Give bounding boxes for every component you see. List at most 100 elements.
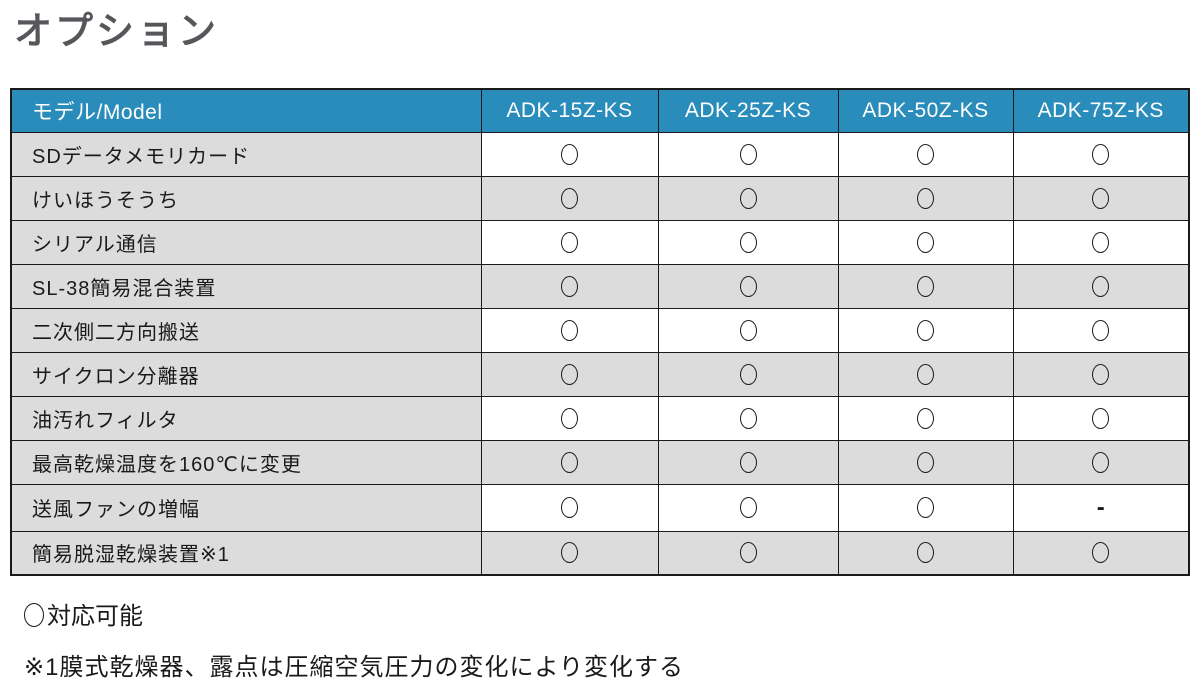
supported-circle-icon (1092, 275, 1110, 297)
option-available-cell (837, 351, 1014, 397)
option-available-cell (1012, 439, 1190, 485)
option-available-cell (480, 530, 659, 576)
supported-circle-icon (1092, 542, 1110, 564)
header-model: モデル/Model (10, 88, 482, 133)
supported-circle-icon (917, 542, 934, 564)
option-label: 最高乾燥温度を160℃に変更 (10, 439, 482, 485)
supported-circle-icon (739, 275, 757, 297)
legend-text: 対応可能 (47, 603, 143, 630)
footnotes: 対応可能 ※1膜式乾燥器、露点は圧縮空気圧力の変化により変化する (24, 596, 684, 681)
option-unavailable-cell: - (1012, 483, 1190, 532)
supported-circle-icon (917, 451, 934, 473)
table-row: サイクロン分離器 (10, 351, 1190, 397)
option-label: サイクロン分離器 (10, 351, 482, 397)
supported-circle-icon (917, 143, 934, 165)
table-header: モデル/Model ADK-15Z-KS ADK-25Z-KS ADK-50Z-… (10, 88, 1190, 133)
supported-circle-icon (561, 143, 578, 165)
option-available-cell (657, 351, 839, 397)
supported-circle-icon (917, 187, 934, 209)
supported-circle-icon (917, 407, 934, 429)
supported-circle-icon (561, 542, 578, 564)
header-adk-25z-ks: ADK-25Z-KS (657, 88, 839, 133)
option-available-cell (657, 263, 839, 309)
option-available-cell (480, 263, 659, 309)
table-row: 二次側二方向搬送 (10, 307, 1190, 353)
option-available-cell (480, 483, 659, 532)
option-available-cell (480, 439, 659, 485)
option-available-cell (837, 131, 1014, 177)
option-available-cell (837, 263, 1014, 309)
dash-icon: - (1096, 493, 1105, 521)
supported-circle-icon (1092, 143, 1110, 165)
option-available-cell (837, 530, 1014, 576)
supported-circle-icon (1092, 187, 1110, 209)
table-row: SL-38簡易混合装置 (10, 263, 1190, 309)
table-row: 油汚れフィルタ (10, 395, 1190, 441)
supported-circle-icon (561, 363, 578, 385)
circle-icon (24, 603, 44, 627)
footnote-note: ※1膜式乾燥器、露点は圧縮空気圧力の変化により変化する (24, 654, 684, 681)
table-header-row: モデル/Model ADK-15Z-KS ADK-25Z-KS ADK-50Z-… (10, 88, 1190, 133)
options-table: モデル/Model ADK-15Z-KS ADK-25Z-KS ADK-50Z-… (10, 88, 1190, 576)
supported-circle-icon (739, 407, 757, 429)
supported-circle-icon (1092, 319, 1110, 341)
option-label: SL-38簡易混合装置 (10, 263, 482, 309)
supported-circle-icon (561, 319, 578, 341)
table-row: けいほうそうち (10, 175, 1190, 221)
supported-circle-icon (739, 451, 757, 473)
table-row: 送風ファンの増幅 - (10, 483, 1190, 532)
supported-circle-icon (917, 275, 934, 297)
option-label: シリアル通信 (10, 219, 482, 265)
option-available-cell (480, 219, 659, 265)
supported-circle-icon (1092, 407, 1110, 429)
option-available-cell (657, 530, 839, 576)
option-available-cell (1012, 263, 1190, 309)
option-available-cell (1012, 351, 1190, 397)
supported-circle-icon (917, 363, 934, 385)
option-available-cell (1012, 175, 1190, 221)
option-available-cell (1012, 530, 1190, 576)
option-available-cell (657, 439, 839, 485)
option-available-cell (480, 307, 659, 353)
option-available-cell (657, 395, 839, 441)
supported-circle-icon (739, 497, 757, 518)
option-available-cell (837, 219, 1014, 265)
header-adk-75z-ks: ADK-75Z-KS (1012, 88, 1190, 133)
option-label: けいほうそうち (10, 175, 482, 221)
table-row: 簡易脱湿乾燥装置※1 (10, 530, 1190, 576)
table-body: SDデータメモリカード けいほうそうち シリアル通信 SL-38簡易混合装置 二次側二方… (10, 131, 1190, 576)
supported-circle-icon (561, 451, 578, 473)
supported-circle-icon (739, 143, 757, 165)
option-available-cell (480, 131, 659, 177)
option-available-cell (480, 351, 659, 397)
option-label: SDデータメモリカード (10, 131, 482, 177)
page-title: オプション (14, 11, 220, 53)
supported-circle-icon (739, 319, 757, 341)
option-available-cell (1012, 131, 1190, 177)
table-row: SDデータメモリカード (10, 131, 1190, 177)
supported-circle-icon (917, 319, 934, 341)
supported-circle-icon (1092, 231, 1110, 253)
option-available-cell (657, 219, 839, 265)
option-label: 簡易脱湿乾燥装置※1 (10, 530, 482, 576)
option-available-cell (837, 395, 1014, 441)
supported-circle-icon (739, 187, 757, 209)
supported-circle-icon (739, 231, 757, 253)
option-available-cell (657, 483, 839, 532)
supported-circle-icon (561, 231, 578, 253)
option-label: 二次側二方向搬送 (10, 307, 482, 353)
supported-circle-icon (917, 231, 934, 253)
option-available-cell (1012, 219, 1190, 265)
option-available-cell (657, 175, 839, 221)
option-available-cell (480, 175, 659, 221)
legend-line: 対応可能 (24, 596, 684, 631)
supported-circle-icon (561, 187, 578, 209)
option-available-cell (837, 483, 1014, 532)
option-label: 油汚れフィルタ (10, 395, 482, 441)
option-available-cell (837, 307, 1014, 353)
table-row: 最高乾燥温度を160℃に変更 (10, 439, 1190, 485)
header-adk-15z-ks: ADK-15Z-KS (480, 88, 659, 133)
option-available-cell (1012, 307, 1190, 353)
supported-circle-icon (561, 407, 578, 429)
